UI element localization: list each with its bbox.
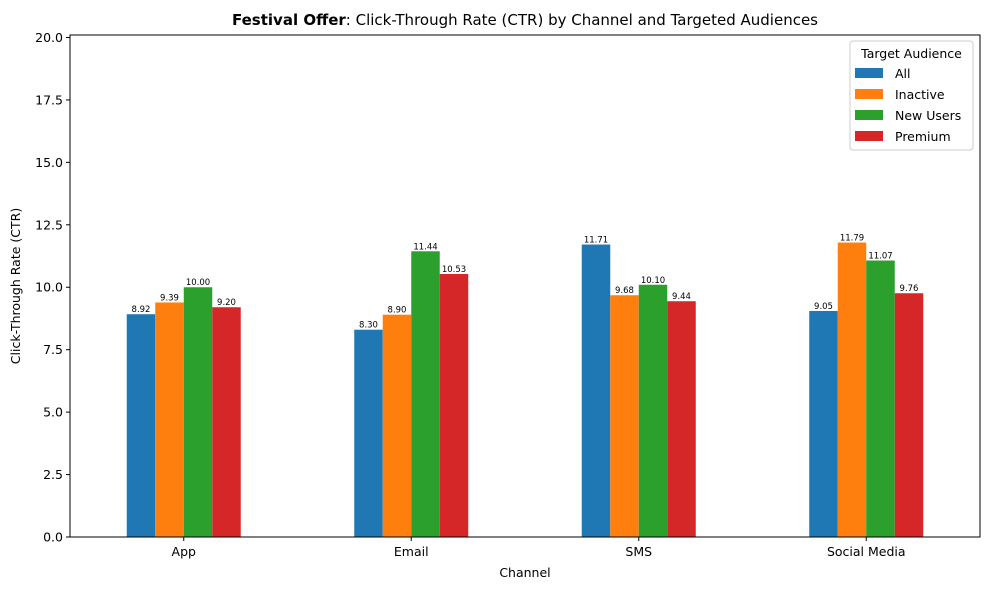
y-tick-label: 7.5 <box>43 342 63 357</box>
legend-entry: Premium <box>895 129 951 144</box>
x-tick-label: App <box>172 544 196 559</box>
y-tick-label: 12.5 <box>35 217 63 232</box>
bar <box>638 284 668 537</box>
x-tick-label: SMS <box>625 544 652 559</box>
legend-swatch <box>855 110 883 120</box>
x-tick-label: Email <box>394 544 429 559</box>
chart-title-bold: Festival Offer <box>232 11 346 29</box>
bar <box>382 314 412 537</box>
bar <box>155 302 184 537</box>
chart-title-rest: : Click-Through Rate (CTR) by Channel an… <box>346 11 818 29</box>
y-tick-label: 10.0 <box>35 280 63 295</box>
y-tick-label: 0.0 <box>43 530 63 545</box>
bar-value-label: 11.79 <box>840 234 864 244</box>
bar <box>439 274 469 537</box>
bar <box>581 244 611 537</box>
bar-value-label: 8.92 <box>132 305 151 315</box>
bar-value-label: 9.76 <box>900 284 919 294</box>
bar <box>354 329 383 537</box>
bar <box>809 310 838 537</box>
legend-entry: Inactive <box>895 87 945 102</box>
bar-value-label: 9.39 <box>160 293 179 303</box>
bar-value-label: 9.20 <box>217 298 236 308</box>
bar-value-label: 11.07 <box>868 252 892 262</box>
y-tick-label: 2.5 <box>43 467 63 482</box>
y-axis-label: Click-Through Rate (CTR) <box>8 208 23 364</box>
bar <box>212 307 241 537</box>
bar <box>126 314 156 537</box>
bar-value-label: 10.00 <box>186 278 210 288</box>
bar <box>894 293 924 537</box>
y-tick-label: 17.5 <box>35 92 63 107</box>
bar-value-label: 8.90 <box>388 306 407 316</box>
bar-value-label: 9.05 <box>814 302 833 312</box>
bar-value-label: 11.71 <box>584 236 608 246</box>
y-tick-label: 15.0 <box>35 155 63 170</box>
bar <box>610 295 639 537</box>
bar <box>411 251 440 537</box>
legend-title: Target Audience <box>860 46 962 61</box>
y-tick-label: 20.0 <box>35 30 63 45</box>
legend-swatch <box>855 131 883 141</box>
bar-value-label: 9.68 <box>615 286 634 296</box>
legend-swatch <box>855 68 883 78</box>
chart-title: Festival Offer: Click-Through Rate (CTR)… <box>232 11 818 29</box>
plot-area: 8.92 8.30 11.71 9.05 9.39 8.90 9.68 11.79 10.00 1… <box>35 30 981 559</box>
y-tick-label: 5.0 <box>43 405 63 420</box>
bar <box>837 242 867 538</box>
x-axis-label: Channel <box>499 565 550 580</box>
bar-value-label: 10.10 <box>641 276 665 286</box>
bar-value-label: 8.30 <box>359 321 378 331</box>
legend-entry: New Users <box>895 108 961 123</box>
legend-entry: All <box>895 66 911 81</box>
legend-swatch <box>855 89 883 99</box>
bar-value-label: 11.44 <box>413 242 437 252</box>
bar <box>866 260 895 537</box>
bar-value-label: 10.53 <box>442 265 466 275</box>
bar-value-label: 9.44 <box>672 292 691 302</box>
bar <box>667 301 696 537</box>
legend: Target Audience All Inactive New Users Premi… <box>849 40 974 151</box>
x-tick-label: Social Media <box>827 544 906 559</box>
bar <box>183 287 213 537</box>
plot-frame <box>69 34 981 538</box>
